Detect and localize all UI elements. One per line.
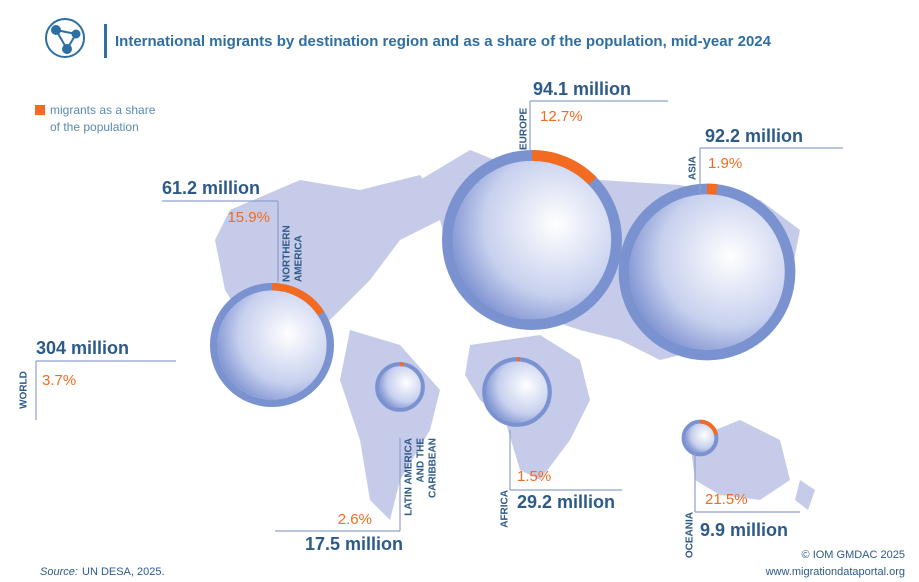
- ring-fill: [452, 160, 612, 320]
- ring-fill: [685, 423, 715, 453]
- region-name: CARIBBEAN: [428, 438, 439, 498]
- region-migrants: 17.5 million: [305, 534, 403, 554]
- share-arc: [706, 183, 718, 195]
- region-migrants: 94.1 million: [533, 79, 631, 99]
- region-name: EUROPE: [519, 107, 530, 150]
- region-share: 21.5%: [705, 491, 748, 508]
- url: www.migrationdataportal.org: [765, 566, 905, 578]
- legend-text: of the population: [50, 120, 139, 134]
- region-name: AMERICA: [294, 235, 305, 282]
- title-bar: [104, 24, 107, 58]
- legend-swatch: [35, 105, 45, 115]
- share-arc: [699, 419, 718, 436]
- ring-fill: [486, 361, 548, 423]
- credit: © IOM GMDAC 2025: [802, 549, 905, 561]
- region-migrants: 9.9 million: [700, 520, 788, 540]
- world-share: 3.7%: [42, 372, 76, 389]
- region-name: ASIA: [688, 156, 699, 180]
- ring-fill: [217, 290, 327, 400]
- region-share: 2.6%: [338, 511, 372, 528]
- region-name: AND THE: [416, 438, 427, 483]
- region-share: 1.5%: [517, 468, 551, 485]
- source-text: UN DESA, 2025.: [82, 566, 165, 578]
- world-name: WORLD: [19, 371, 30, 409]
- region-share: 15.9%: [227, 209, 270, 226]
- source-label: Source:: [40, 566, 78, 578]
- region-share: 1.9%: [708, 155, 742, 172]
- region-name: OCEANIA: [685, 512, 696, 558]
- world-migrants: 304 million: [36, 338, 129, 358]
- share-arc: [531, 150, 597, 185]
- region-name: AFRICA: [500, 490, 511, 528]
- region-migrants: 61.2 million: [162, 178, 260, 198]
- region-share: 12.7%: [540, 108, 583, 125]
- region-migrants: 29.2 million: [517, 492, 615, 512]
- logo: [45, 18, 85, 58]
- legend-text: migrants as a share: [50, 103, 156, 117]
- region-name: NORTHERN: [282, 225, 293, 282]
- region-name: LATIN AMERICA: [404, 438, 415, 516]
- share-arc: [271, 282, 325, 316]
- title: International migrants by destination re…: [115, 33, 772, 50]
- ring-fill: [629, 194, 785, 350]
- region-migrants: 92.2 million: [705, 126, 803, 146]
- ring-fill: [379, 366, 421, 408]
